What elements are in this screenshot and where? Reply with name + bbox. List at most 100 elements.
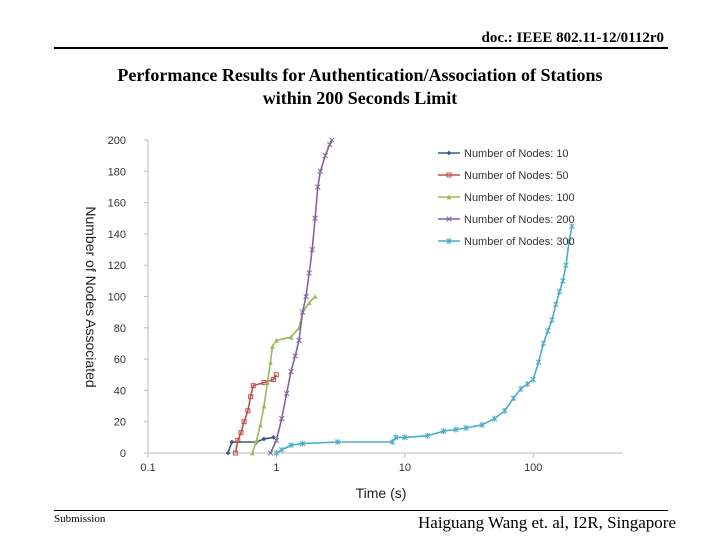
- data-point: [235, 437, 241, 443]
- x-tick-label: 0.1: [140, 462, 155, 474]
- data-point: [269, 344, 275, 349]
- legend-label: Number of Nodes: 300: [464, 236, 575, 248]
- data-point: [479, 421, 485, 428]
- data-point: [545, 327, 551, 334]
- data-point: [257, 422, 263, 428]
- data-point: [317, 168, 324, 175]
- slide-title: Performance Results for Authentication/A…: [40, 64, 680, 110]
- data-point: [569, 223, 575, 230]
- data-point: [312, 215, 318, 222]
- footer-submission: Submission: [54, 513, 106, 525]
- data-point: [225, 450, 231, 456]
- data-point: [283, 390, 290, 397]
- data-point: [326, 141, 333, 148]
- data-point: [288, 442, 294, 449]
- header-doc-id: doc.: IEEE 802.11-12/0112r0: [481, 30, 664, 46]
- data-point: [563, 262, 569, 269]
- data-point: [229, 439, 235, 445]
- y-tick-label: 120: [108, 260, 126, 272]
- data-point: [535, 359, 542, 366]
- data-point: [249, 450, 255, 456]
- legend-label: Number of Nodes: 10: [464, 148, 569, 160]
- x-tick-label: 10: [399, 462, 411, 474]
- data-point: [299, 440, 306, 447]
- data-point: [250, 383, 256, 389]
- data-point: [232, 450, 238, 456]
- legend-item: Number of Nodes: 100: [438, 192, 575, 204]
- x-tick-label: 1: [273, 462, 279, 474]
- data-point: [446, 216, 452, 222]
- data-point: [502, 407, 508, 414]
- data-point: [393, 434, 399, 441]
- data-point: [261, 380, 267, 386]
- y-tick-label: 140: [108, 229, 126, 241]
- y-tick-label: 100: [108, 292, 126, 304]
- data-point: [267, 450, 274, 456]
- data-point: [518, 385, 524, 392]
- y-tick-label: 20: [114, 417, 126, 429]
- y-tick-label: 60: [114, 354, 126, 366]
- legend-item: Number of Nodes: 200: [438, 214, 575, 226]
- data-point: [268, 359, 273, 365]
- data-point: [549, 316, 555, 323]
- y-tick-label: 180: [108, 166, 126, 178]
- data-point: [556, 288, 563, 295]
- data-point: [273, 437, 280, 444]
- data-point: [306, 270, 312, 276]
- x-axis-label: Time (s): [356, 485, 407, 501]
- data-point: [553, 301, 559, 308]
- series-4: [267, 137, 335, 456]
- data-point: [254, 438, 259, 443]
- slide-title-line-1: Performance Results for Authentication/A…: [117, 65, 603, 85]
- data-point: [264, 380, 270, 385]
- data-point: [566, 238, 572, 245]
- data-point: [530, 376, 536, 383]
- data-point: [273, 450, 280, 456]
- data-point: [261, 403, 267, 409]
- footer-divider: [54, 510, 668, 511]
- data-point: [446, 172, 452, 178]
- data-point: [288, 368, 294, 375]
- y-tick-label: 0: [120, 448, 126, 460]
- chart-legend: Number of Nodes: 10 Number of Nodes: 50 Nu…: [438, 148, 575, 248]
- series-line: [234, 374, 278, 454]
- data-point: [491, 415, 498, 422]
- data-point: [278, 446, 285, 453]
- data-point: [299, 309, 306, 315]
- data-point: [560, 277, 566, 284]
- legend-item: Number of Nodes: 10: [438, 148, 569, 160]
- slide-title-line-2: within 200 Seconds Limit: [262, 88, 458, 108]
- data-point: [312, 294, 318, 299]
- header-divider: [54, 47, 668, 49]
- data-point: [446, 150, 452, 156]
- chart-plot-area: [225, 137, 575, 456]
- y-axis-label: Number of Nodes Associated: [83, 206, 99, 387]
- series-2: [232, 372, 279, 456]
- data-point: [510, 395, 517, 402]
- data-point: [463, 424, 469, 431]
- data-point: [446, 194, 452, 200]
- data-point: [296, 337, 302, 344]
- data-point: [440, 428, 447, 435]
- data-point: [329, 137, 335, 143]
- data-point: [524, 381, 531, 388]
- legend-label: Number of Nodes: 200: [464, 214, 575, 226]
- data-point: [245, 408, 251, 414]
- data-point: [303, 293, 309, 300]
- data-point: [248, 394, 254, 400]
- data-point: [274, 337, 279, 343]
- data-point: [292, 353, 298, 359]
- y-tick-label: 80: [114, 323, 126, 335]
- y-tick-label: 200: [108, 135, 126, 147]
- legend-item: Number of Nodes: 300: [438, 236, 575, 248]
- association-chart: 0 20 40 60 80 100 120 140 160 180 200 0.1 1 10 100 Num…: [83, 135, 623, 501]
- data-point: [238, 430, 244, 436]
- series-line: [275, 225, 573, 454]
- y-tick-label: 160: [108, 198, 126, 210]
- series-line: [269, 139, 333, 454]
- data-point: [389, 439, 396, 446]
- data-point: [273, 372, 279, 378]
- data-point: [453, 426, 459, 433]
- data-point: [402, 434, 408, 441]
- data-point: [309, 246, 315, 253]
